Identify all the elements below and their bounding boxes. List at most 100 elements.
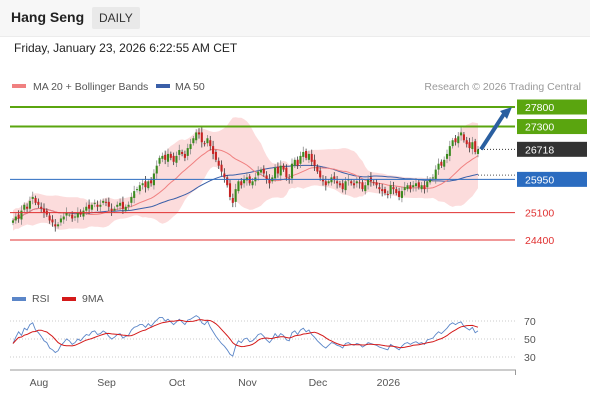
candle [166, 148, 170, 168]
candle [403, 181, 406, 196]
candle [31, 191, 34, 205]
candle-body [226, 177, 229, 186]
candle-body [307, 153, 310, 160]
x-tick-label: Nov [238, 377, 257, 389]
candle-body [237, 181, 240, 192]
candle-body [423, 185, 426, 190]
candle-body [336, 181, 339, 184]
candle [164, 150, 167, 165]
timeframe-button[interactable]: DAILY [92, 7, 140, 29]
candle [48, 212, 51, 224]
candle-body [355, 181, 358, 184]
candle-body [381, 189, 384, 192]
candle [451, 137, 454, 149]
candle-body [110, 208, 113, 211]
candle-body [197, 132, 201, 135]
candle-body [175, 155, 178, 163]
rsi-ma-line [12, 319, 479, 349]
candle [183, 150, 186, 162]
price-tag-27800 [517, 99, 587, 115]
candle [319, 167, 322, 181]
candle [102, 198, 105, 206]
candle-body [310, 153, 313, 162]
x-tick-label: Sep [97, 377, 116, 389]
candle [130, 192, 133, 208]
header-bar: Hang Seng DAILY [0, 0, 590, 37]
candle [104, 198, 108, 207]
candle-body [274, 167, 277, 179]
candle-body [209, 140, 212, 147]
candle-body [48, 215, 51, 221]
candle [386, 190, 389, 199]
candle-body [203, 143, 206, 145]
candle-body [90, 204, 93, 210]
candle [231, 193, 234, 208]
candle [395, 186, 398, 196]
candle [383, 186, 387, 196]
candle-body [181, 151, 184, 154]
candle-body [150, 180, 153, 184]
candle [389, 180, 392, 199]
candle-body [31, 196, 34, 199]
candle [62, 212, 65, 224]
candle-body [445, 153, 449, 159]
candle-body [350, 181, 353, 184]
candle-body [71, 214, 74, 219]
candle [460, 127, 463, 141]
candle [214, 149, 217, 163]
candle-body [462, 134, 465, 141]
candle-body [104, 201, 108, 203]
candle [178, 144, 181, 161]
candle [203, 140, 206, 147]
candle-body [395, 189, 398, 194]
candle-body [406, 185, 409, 190]
candle [434, 165, 437, 184]
candle [336, 176, 339, 189]
candle-body [11, 220, 15, 223]
candle-body [409, 185, 412, 190]
candle [375, 178, 378, 189]
candle-body [206, 138, 209, 144]
candle-body [192, 138, 195, 144]
price-label-27800: 27800 [525, 102, 554, 114]
candle-body [65, 212, 68, 216]
candle [324, 176, 327, 191]
candle-body [189, 144, 192, 150]
candle [316, 164, 319, 174]
candle-body [116, 204, 119, 207]
candle-body [403, 187, 406, 191]
candle [392, 181, 395, 195]
candle-body [448, 146, 451, 156]
candle [51, 215, 54, 227]
x-tick-label: Aug [30, 377, 49, 389]
candle-body [268, 179, 271, 184]
candle-body [183, 153, 186, 158]
candle [57, 222, 60, 229]
candle-body [40, 206, 43, 209]
rsi-tick-50: 50 [524, 334, 536, 346]
candle-body [166, 153, 170, 162]
candle [175, 151, 178, 168]
ma20-legend-label: MA 20 + Bollinger Bands [33, 81, 148, 93]
candle [268, 174, 271, 189]
candle-body [319, 170, 322, 178]
candle [141, 178, 144, 190]
candle-body [26, 206, 29, 209]
candle [158, 155, 161, 167]
candle-body [243, 179, 246, 184]
candle-body [228, 183, 232, 197]
candle [465, 136, 468, 148]
candle [195, 129, 198, 144]
candle-body [293, 159, 296, 166]
candle-body [217, 160, 220, 166]
candle-body [338, 183, 341, 186]
candle-body [102, 200, 105, 203]
candle [474, 138, 477, 155]
candle [476, 146, 480, 158]
candle [296, 156, 299, 170]
candle [76, 207, 79, 223]
candle-body [457, 136, 460, 144]
candle-body [324, 181, 327, 186]
candle [276, 162, 279, 178]
candle-body [107, 201, 110, 207]
